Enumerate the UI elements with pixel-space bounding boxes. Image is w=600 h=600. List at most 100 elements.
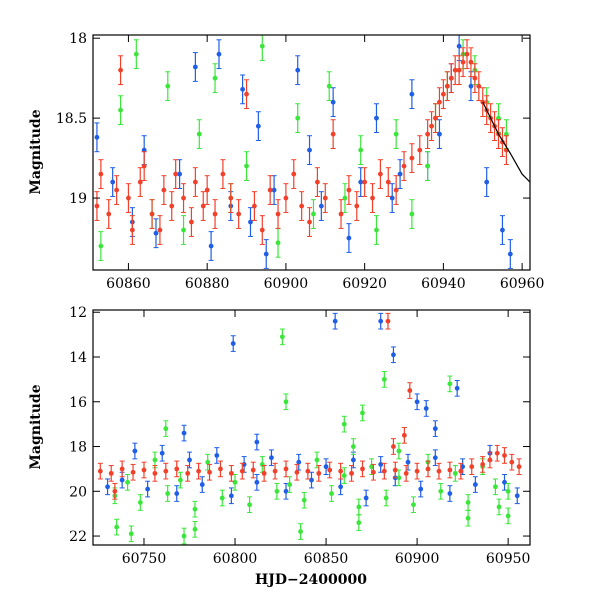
bottom-green-data-point <box>465 509 471 527</box>
bottom-green-data-point <box>505 507 511 525</box>
top-red-data-point <box>259 215 265 245</box>
top-red-data-point <box>409 143 415 173</box>
bottom-red-data-point <box>305 462 311 480</box>
bottom-x-tick-label: 60850 <box>304 551 349 567</box>
bottom-y-tick-label: 20 <box>69 484 87 500</box>
top-blue-data-point <box>216 39 222 70</box>
bottom-red-data-point <box>130 463 136 481</box>
top-red-data-point <box>188 207 194 237</box>
bottom-blue-data-point <box>132 442 138 460</box>
top-red-data-point <box>433 103 439 134</box>
bottom-red-data-point <box>338 462 344 480</box>
bottom-green-data-point <box>125 474 131 491</box>
bottom-green-data-point <box>279 328 285 346</box>
bottom-blue-data-point <box>254 474 260 491</box>
bottom-green-data-point <box>301 491 307 509</box>
top-green-data-point <box>295 103 301 134</box>
bottom-red-data-point <box>516 458 522 475</box>
top-red-data-point <box>251 191 257 221</box>
bottom-red-data-point <box>401 427 407 444</box>
top-red-data-point <box>448 63 454 94</box>
top-red-data-point <box>192 167 198 197</box>
bottom-green-data-point <box>341 415 347 433</box>
top-blue-data-point <box>295 55 301 86</box>
bottom-blue-data-point <box>414 393 420 411</box>
top-red-data-point <box>137 167 143 197</box>
bottom-green-data-point <box>192 500 198 518</box>
top-green-data-point <box>244 151 250 181</box>
bottom-blue-data-point <box>159 444 165 462</box>
bottom-blue-data-point <box>423 400 429 417</box>
bottom-red-data-point <box>502 447 508 464</box>
bottom-red-data-point <box>272 462 278 480</box>
bottom-y-tick-label: 14 <box>69 350 87 366</box>
bottom-y-axis-label: Magnitude <box>28 384 44 469</box>
bottom-red-data-point <box>469 458 475 475</box>
top-y-tick-label: 18.5 <box>56 111 87 127</box>
bottom-blue-data-point <box>199 476 205 493</box>
top-blue-data-point <box>318 191 324 221</box>
bottom-green-data-point <box>137 494 143 511</box>
top-red-data-point <box>307 207 313 237</box>
top-y-axis-label: Magnitude <box>28 109 44 194</box>
bottom-y-tick-label: 22 <box>69 529 87 545</box>
bottom-blue-data-point <box>447 485 453 502</box>
bottom-green-data-point <box>298 523 304 540</box>
bottom-red-data-point <box>403 465 409 482</box>
bottom-red-data-point <box>119 460 125 478</box>
bottom-blue-data-point <box>254 433 260 451</box>
bottom-green-data-point <box>381 371 387 388</box>
top-red-data-point <box>468 47 474 78</box>
bottom-blue-data-point <box>105 478 111 496</box>
top-green-data-point <box>275 227 281 258</box>
bottom-red-data-point <box>196 462 202 480</box>
top-blue-data-point <box>110 167 116 197</box>
top-red-data-point <box>299 191 305 221</box>
top-blue-data-point <box>499 215 505 245</box>
top-red-data-point <box>228 183 234 213</box>
top-x-tick-label: 60920 <box>342 276 387 292</box>
top-red-data-point <box>338 199 344 229</box>
bottom-red-data-point <box>141 461 147 479</box>
top-y-tick-label: 19 <box>69 191 87 207</box>
top-blue-data-point <box>346 223 352 253</box>
bottom-blue-data-point <box>230 335 236 352</box>
bottom-red-data-point <box>458 462 464 480</box>
bottom-green-data-point <box>192 521 198 538</box>
bottom-panel: 60750 60800 60850 60900 60950 12 14 16 18 20 22 Ma… <box>28 305 531 588</box>
top-red-data-point <box>267 175 273 205</box>
top-green-data-point <box>98 231 104 261</box>
top-red-data-point <box>204 175 210 205</box>
bottom-green-data-point <box>359 404 365 422</box>
top-red-data-point <box>472 63 478 94</box>
bottom-red-data-point <box>97 462 103 480</box>
bottom-red-data-point <box>327 461 333 479</box>
bottom-red-data-point <box>447 461 453 479</box>
bottom-blue-data-point <box>332 312 338 330</box>
bottom-blue-data-point <box>181 424 187 442</box>
top-red-data-point <box>212 199 218 229</box>
top-red-data-point <box>401 151 407 181</box>
top-blue-data-point <box>240 74 246 105</box>
bottom-red-data-point <box>425 460 431 478</box>
bottom-green-data-point <box>350 438 356 455</box>
top-green-data-point <box>409 199 415 229</box>
top-red-data-point <box>314 167 320 197</box>
bottom-red-data-point <box>239 462 245 480</box>
top-green-data-point <box>259 35 265 62</box>
top-red-data-point <box>385 167 391 197</box>
bottom-blue-data-point <box>472 476 478 493</box>
top-green-data-point <box>181 215 187 245</box>
bottom-blue-data-point <box>323 458 329 475</box>
bottom-red-data-point <box>108 465 114 482</box>
top-panel-ticks: 60860 60880 60900 60920 60940 60960 18 18.5 19 <box>56 31 545 292</box>
bottom-red-data-point <box>185 465 191 482</box>
bottom-blue-data-point <box>378 312 384 330</box>
top-green-data-point <box>118 95 124 126</box>
top-red-data-point <box>322 183 328 213</box>
bottom-green-data-point <box>383 489 389 507</box>
top-blue-data-point <box>397 159 403 189</box>
bottom-y-tick-label: 18 <box>69 440 87 456</box>
bottom-red-data-point <box>228 465 234 482</box>
